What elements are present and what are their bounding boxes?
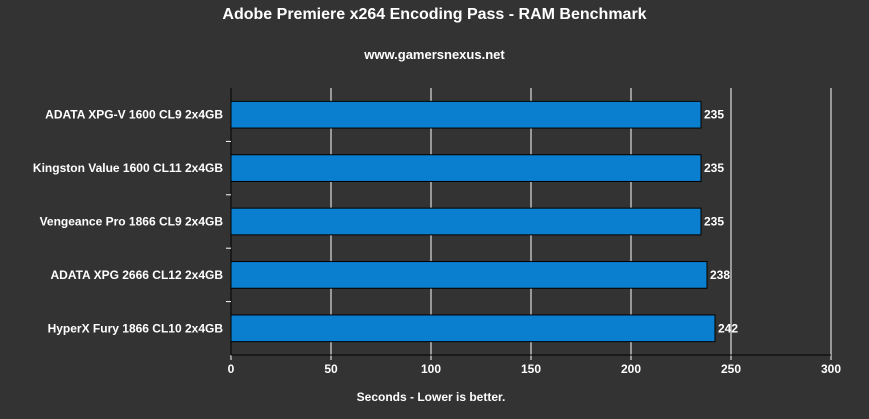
data-label-0: 235 bbox=[704, 108, 724, 122]
data-label-4: 242 bbox=[718, 321, 738, 335]
category-label-0: ADATA XPG-V 1600 CL9 2x4GB bbox=[45, 108, 223, 122]
data-label-1: 235 bbox=[704, 161, 724, 175]
data-label-2: 235 bbox=[704, 215, 724, 229]
chart-title: Adobe Premiere x264 Encoding Pass - RAM … bbox=[222, 6, 647, 23]
bar-3 bbox=[230, 261, 708, 289]
x-axis-title: Seconds - Lower is better. bbox=[356, 390, 506, 404]
category-label-1: Kingston Value 1600 CL11 2x4GB bbox=[33, 161, 223, 175]
category-label-4: HyperX Fury 1866 CL10 2x4GB bbox=[48, 321, 224, 335]
x-tick-label-6: 300 bbox=[821, 362, 841, 376]
x-tick-label-4: 200 bbox=[621, 362, 641, 376]
category-label-2: Vengeance Pro 1866 CL9 2x4GB bbox=[40, 215, 224, 229]
bar-4 bbox=[230, 314, 716, 343]
x-tick-label-5: 250 bbox=[721, 362, 741, 376]
x-tick-label-1: 50 bbox=[324, 362, 338, 376]
bars bbox=[230, 100, 716, 343]
data-label-3: 238 bbox=[710, 268, 730, 282]
bar-1 bbox=[230, 154, 702, 182]
x-tick-label-2: 100 bbox=[421, 362, 441, 376]
bar-0 bbox=[230, 100, 702, 129]
category-label-3: ADATA XPG 2666 CL12 2x4GB bbox=[50, 268, 223, 282]
x-tick-label-0: 0 bbox=[228, 362, 235, 376]
chart-subtitle: www.gamersnexus.net bbox=[364, 47, 505, 62]
x-tick-label-3: 150 bbox=[521, 362, 541, 376]
bar-2 bbox=[230, 207, 702, 236]
labels: 0 50 100 150 200 250 300 ADATA XPG-V 1600 CL9 2… bbox=[33, 108, 841, 376]
